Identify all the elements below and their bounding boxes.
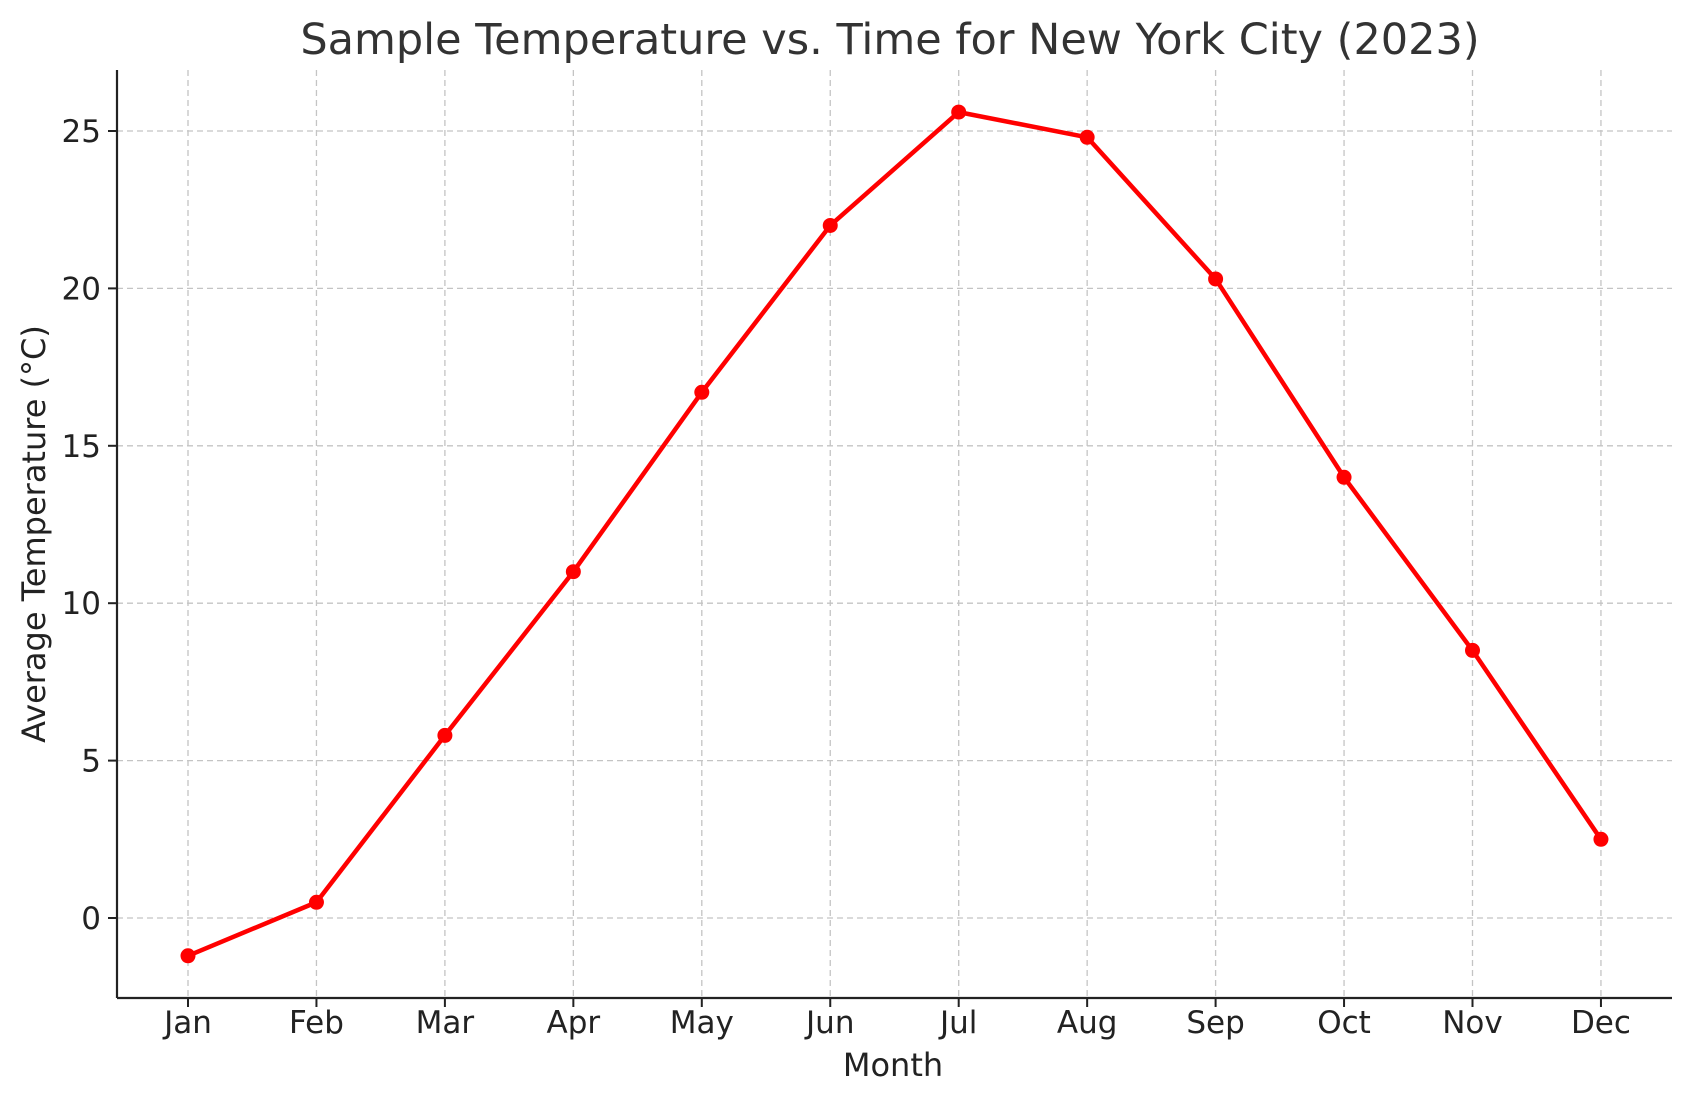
temperature-line [185, 109, 1604, 959]
data-point [1079, 129, 1095, 145]
data-point [822, 217, 838, 233]
data-point [1208, 271, 1224, 287]
x-tick-label: Aug [1057, 1005, 1118, 1041]
data-point [694, 384, 710, 400]
ticks: Jan Feb Mar Apr May Jun Jul Aug Sep Oct Nov Dec 0 5 10… [62, 114, 1631, 1041]
y-tick-label: 5 [81, 744, 101, 780]
x-tick-label: Jul [938, 1005, 977, 1041]
data-point [1465, 642, 1480, 658]
x-tick-label: Jun [804, 1005, 854, 1041]
y-tick-label: 15 [62, 429, 101, 465]
y-axis-label: Average Temperature (°C) [15, 325, 53, 743]
y-tick-label: 25 [62, 114, 101, 150]
data-point [565, 564, 581, 580]
y-tick-label: 10 [62, 586, 101, 622]
x-tick-label: Oct [1317, 1005, 1371, 1041]
x-tick-label: Apr [547, 1005, 601, 1041]
axes [115, 70, 1672, 1000]
x-tick-label: Mar [416, 1005, 475, 1041]
data-point [1336, 469, 1352, 485]
x-tick-label: Sep [1186, 1005, 1244, 1041]
chart-title: Sample Temperature vs. Time for New York… [300, 15, 1479, 65]
x-tick-label: Nov [1442, 1005, 1503, 1041]
data-point [437, 727, 453, 743]
data-point [951, 104, 967, 120]
data-point [180, 948, 196, 964]
y-tick-label: 20 [62, 271, 101, 307]
x-tick-label: Dec [1571, 1005, 1631, 1041]
data-point [308, 894, 324, 910]
series [180, 104, 1609, 964]
y-tick-label: 0 [81, 901, 101, 937]
x-tick-label: Jan [162, 1005, 212, 1041]
x-tick-label: Feb [289, 1005, 344, 1041]
x-tick-label: May [670, 1005, 734, 1041]
data-point [1593, 831, 1609, 847]
x-axis-label: Month [843, 1046, 943, 1084]
